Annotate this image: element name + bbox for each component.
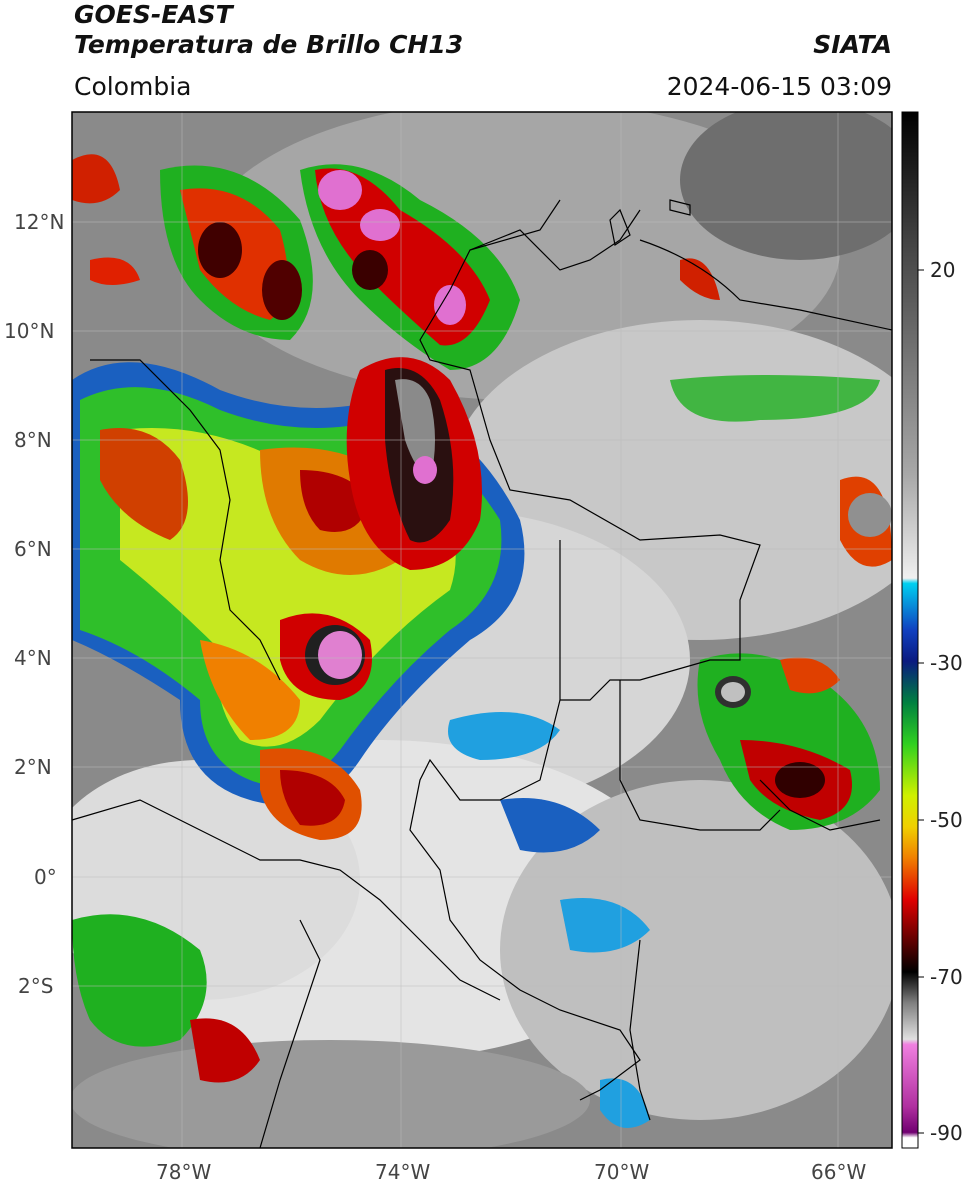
colorbar-label: 20	[930, 258, 956, 282]
colorbar-ticks	[918, 269, 924, 1134]
lat-label: 2°N	[14, 755, 52, 779]
lat-label: 0°	[34, 865, 57, 889]
map-frame	[71, 111, 893, 1149]
lon-label: 70°W	[594, 1160, 650, 1184]
colorbar	[901, 111, 919, 1149]
datetime-label: 2024-06-15 03:09	[666, 72, 892, 101]
country-borders	[71, 199, 893, 1149]
lat-label: 12°N	[14, 210, 65, 234]
graticule	[72, 112, 892, 1148]
lon-label: 78°W	[156, 1160, 212, 1184]
colorbar-label: -30	[930, 651, 963, 675]
product-title: Temperatura de Brillo CH13	[74, 30, 464, 59]
imagery-layer	[72, 112, 892, 1148]
lon-label: 66°W	[811, 1160, 867, 1184]
lat-label: 6°N	[14, 537, 52, 561]
lon-label: 74°W	[375, 1160, 431, 1184]
lat-label: 10°N	[4, 319, 55, 343]
colorbar-label: -70	[930, 965, 963, 989]
region-label: Colombia	[74, 72, 192, 101]
lat-label: 8°N	[14, 428, 52, 452]
agency-label: SIATA	[813, 30, 892, 59]
satellite-title: GOES-EAST	[74, 0, 233, 29]
lat-label: 4°N	[14, 646, 52, 670]
colorbar-label: -90	[930, 1121, 963, 1145]
lat-label: 2°S	[18, 974, 54, 998]
colorbar-label: -50	[930, 808, 963, 832]
